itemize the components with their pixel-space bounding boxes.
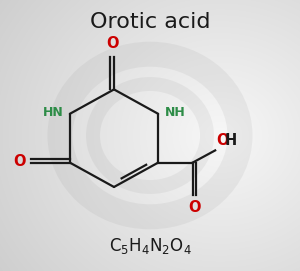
Text: H: H: [225, 133, 237, 148]
Text: Orotic acid: Orotic acid: [90, 12, 210, 32]
Text: C$_5$H$_4$N$_2$O$_4$: C$_5$H$_4$N$_2$O$_4$: [109, 236, 191, 256]
Text: O: O: [217, 133, 229, 148]
Text: O: O: [106, 36, 118, 51]
Text: HN: HN: [43, 106, 63, 119]
Text: O: O: [13, 154, 26, 169]
Text: O: O: [188, 200, 200, 215]
Text: NH: NH: [165, 106, 185, 119]
